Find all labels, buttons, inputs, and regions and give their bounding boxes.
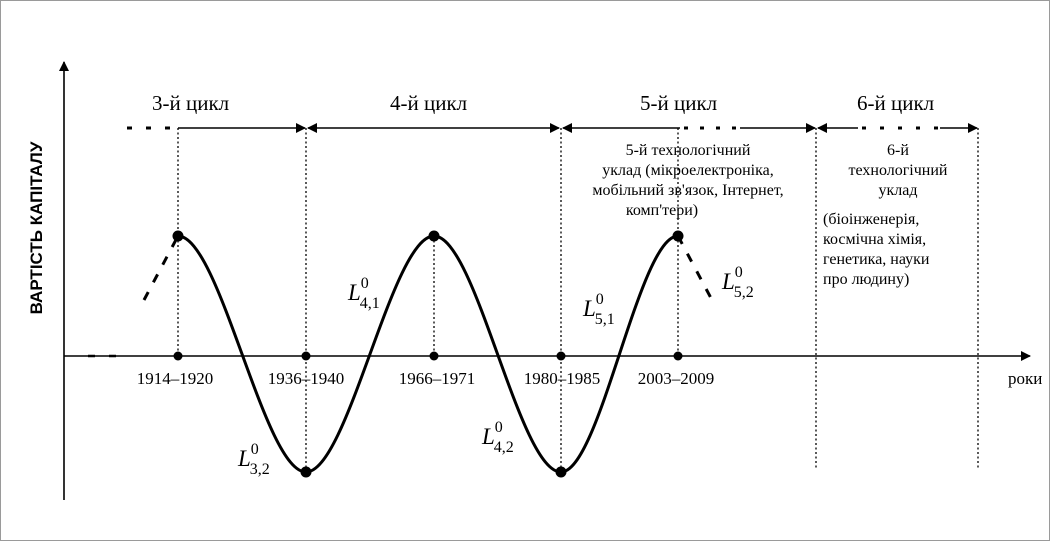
axis-point xyxy=(301,351,311,361)
cycle-6-label: 6-й цикл xyxy=(857,91,934,115)
axis-point xyxy=(173,351,183,361)
period-label: 1914–1920 xyxy=(137,369,214,388)
axis-point xyxy=(556,351,566,361)
wave-label-5-1: L0 5,1 xyxy=(582,291,615,328)
structure-6-title-line: технологічний xyxy=(849,162,948,179)
peak-point xyxy=(672,230,684,242)
period-label: 1980–1985 xyxy=(524,369,601,388)
structure-5-line: комп'тери) xyxy=(626,202,698,219)
structure-5-text: 5-й технологічний уклад (мікроелектронік… xyxy=(592,142,783,219)
wave-points xyxy=(172,230,684,478)
wave-label-4-2: L0 4,2 xyxy=(481,419,514,456)
period-label: 1936–1940 xyxy=(268,369,345,388)
period-label: 2003–2009 xyxy=(638,369,715,388)
peak-point xyxy=(428,230,440,242)
x-axis-label: роки xyxy=(1008,369,1042,388)
structure-6-field-line: про людину) xyxy=(823,271,909,288)
structure-6-title-line: 6-й xyxy=(887,142,909,159)
wave-lead-in xyxy=(142,235,180,301)
cycle-3-label: 3-й цикл xyxy=(152,91,229,115)
trough-point xyxy=(555,466,567,478)
cycle-4-label: 4-й цикл xyxy=(390,91,467,115)
cycle-5-label: 5-й цикл xyxy=(640,91,717,115)
wave-label-5-2: L0 5,2 xyxy=(721,264,754,301)
structure-6-field-line: (біоінженерія, xyxy=(823,211,919,228)
structure-6-title-line: уклад xyxy=(879,182,918,199)
period-labels: 1914–1920 1936–1940 1966–1971 1980–1985 … xyxy=(137,369,715,388)
structure-6-field-line: космічна хімія, xyxy=(823,231,926,248)
axis-point xyxy=(429,351,439,361)
y-axis-label: ВАРТІСТЬ КАПІТАЛУ xyxy=(27,141,46,314)
wave-curve xyxy=(177,234,679,474)
wave-label-4-1: L0 4,1 xyxy=(347,275,380,312)
structure-5-line: 5-й технологічний xyxy=(626,142,751,159)
structure-6-field-line: генетика, науки xyxy=(823,251,930,268)
trough-point xyxy=(300,466,312,478)
structure-6-text: 6-й технологічний уклад (біоінженерія, к… xyxy=(823,142,948,288)
peak-point xyxy=(172,230,184,242)
wave-label-3-2: L0 3,2 xyxy=(237,441,270,478)
axis-point xyxy=(673,351,683,361)
wave-lead-out xyxy=(676,235,714,301)
period-label: 1966–1971 xyxy=(399,369,476,388)
structure-5-line: мобільний зв'язок, Інтернет, xyxy=(592,182,783,199)
vertical-guides xyxy=(177,128,979,472)
structure-5-line: уклад (мікроелектроніка, xyxy=(602,162,773,179)
